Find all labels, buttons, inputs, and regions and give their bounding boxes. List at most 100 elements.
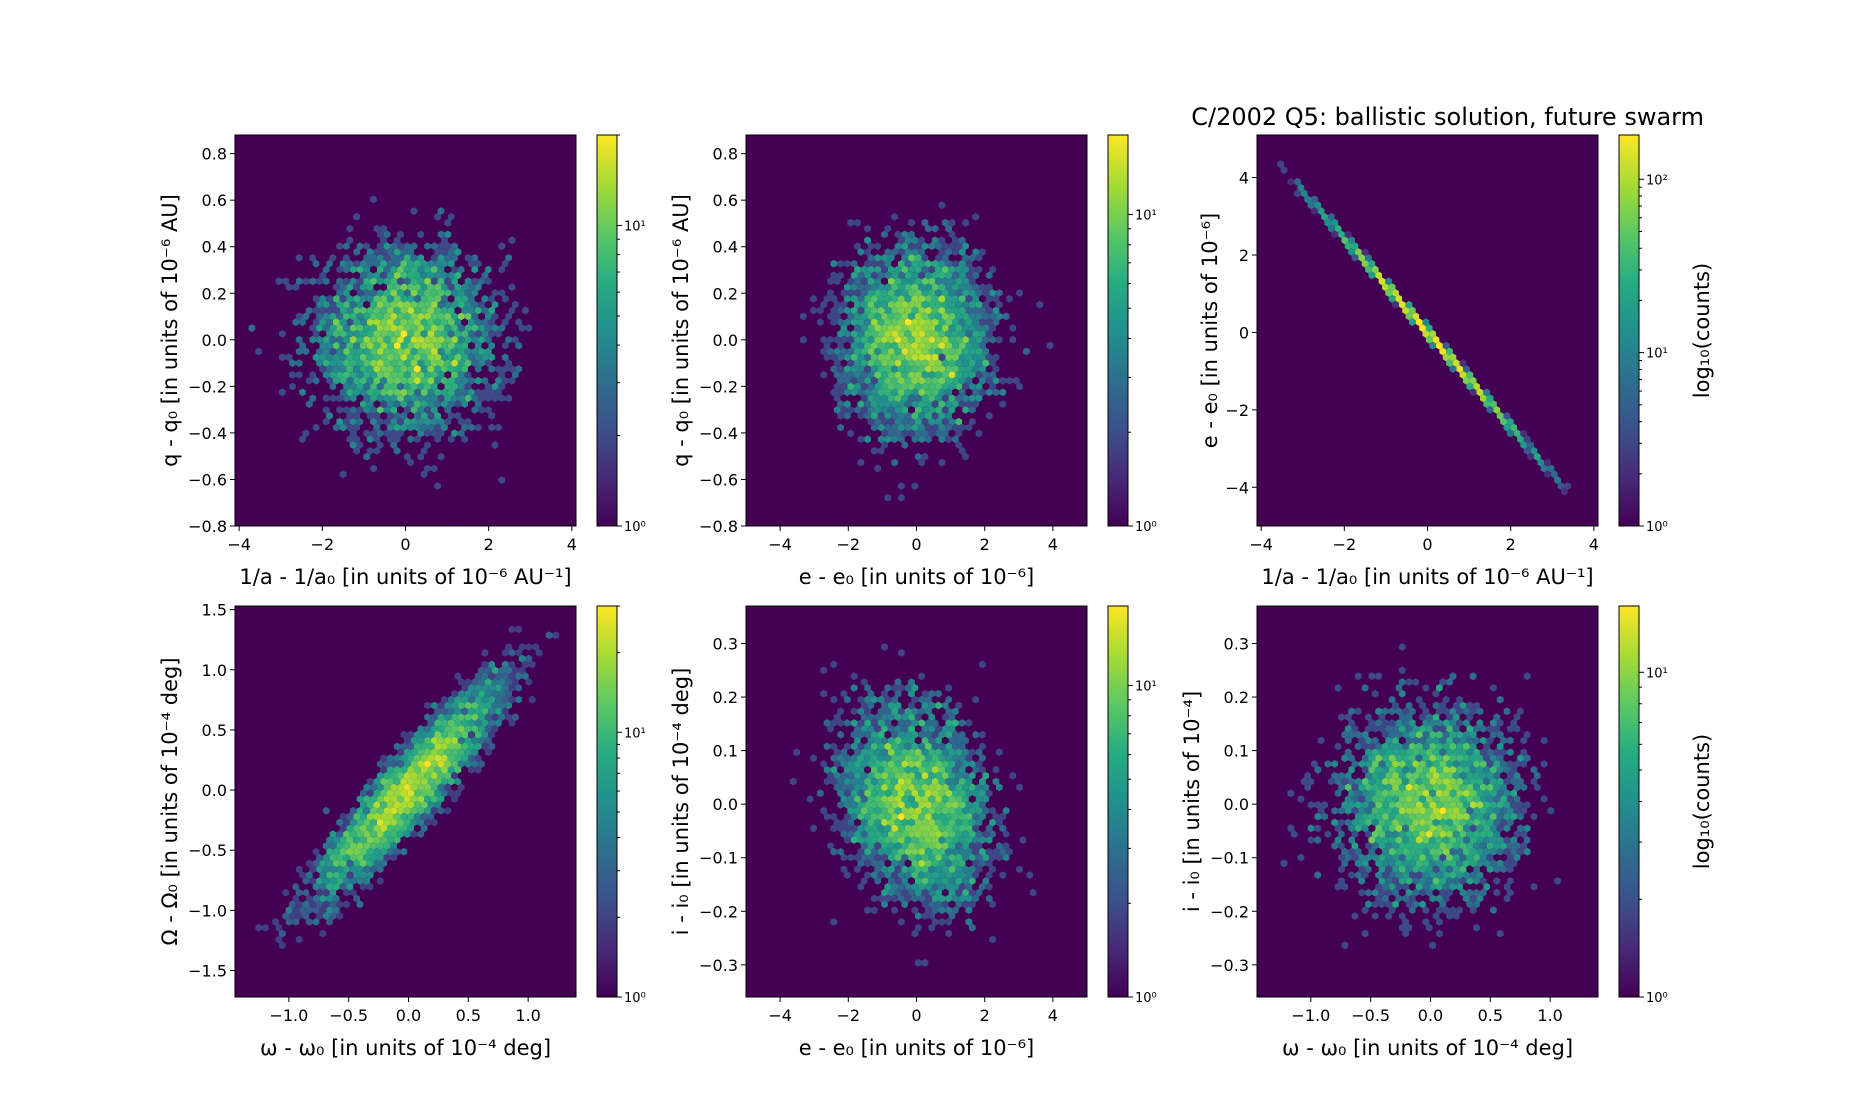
- hexbin-cell: [823, 754, 831, 762]
- hexbin-cell: [938, 871, 946, 879]
- colorbar-label: log₁₀(counts): [1690, 263, 1714, 398]
- hexbin-cell: [867, 417, 875, 426]
- hexbin-cell: [397, 371, 404, 379]
- hexbin-cell: [904, 259, 912, 268]
- hexbin-cell: [958, 801, 966, 809]
- hexbin-cell: [820, 394, 828, 403]
- hexbin-cell: [877, 695, 885, 704]
- hexbin-cell: [945, 423, 952, 432]
- hexbin-cell: [931, 341, 939, 350]
- hexbin-cell: [525, 312, 533, 321]
- hexbin-cell: [474, 365, 482, 373]
- hexbin-cell: [938, 411, 946, 420]
- hexbin-cell: [373, 294, 381, 303]
- hexbin-cell: [505, 748, 512, 757]
- hexbin-cell: [373, 318, 381, 327]
- hexbin-cell: [800, 265, 807, 274]
- hexbin-cell: [1006, 836, 1013, 844]
- hexbin-cell: [935, 818, 942, 827]
- hexbin-cell: [1446, 748, 1453, 757]
- hexbin-cell: [312, 894, 320, 903]
- hexbin-cell: [1260, 836, 1268, 844]
- hexbin-cell: [1019, 836, 1027, 844]
- hexbin-cell: [968, 748, 976, 757]
- hexbin-cell: [877, 224, 885, 233]
- hexbin-cell: [356, 441, 364, 449]
- hexbin-cell: [457, 783, 465, 792]
- hexbin-cell: [968, 371, 976, 379]
- hexbin-cell: [447, 812, 455, 821]
- hexbin-cell: [336, 877, 344, 885]
- hexbin-cell: [871, 871, 878, 879]
- hexbin-cell: [481, 306, 489, 315]
- hexbin-cell: [1016, 289, 1023, 297]
- hexbin-cell: [1365, 900, 1372, 909]
- hexbin-cell: [424, 394, 431, 403]
- hexbin-cell: [955, 958, 963, 967]
- hexbin-cell: [1361, 777, 1369, 786]
- hexbin-cell: [867, 830, 875, 838]
- hexbin-cell: [241, 441, 249, 449]
- hexbin-cell: [948, 394, 956, 403]
- hexbin-cell: [948, 725, 956, 733]
- hexbin-cell: [952, 306, 959, 315]
- hexbin-cell: [343, 207, 350, 215]
- hexbin-cell: [363, 818, 371, 827]
- hexbin-cell: [1019, 283, 1027, 291]
- hexbin-cell: [305, 882, 313, 891]
- hexbin-cell: [329, 312, 337, 321]
- hexbin-cell: [339, 318, 347, 327]
- hexbin-cell: [515, 637, 523, 645]
- hexbin-cell: [420, 801, 428, 809]
- hexbin-cell: [914, 464, 922, 473]
- hexbin-cell: [495, 625, 502, 634]
- hexbin-cell: [309, 888, 317, 897]
- hexbin-cell: [938, 318, 946, 327]
- hexbin-cell: [952, 801, 959, 809]
- y-tick-label: 0.8: [713, 145, 738, 164]
- hexbin-cell: [921, 347, 929, 356]
- hexbin-cell: [471, 487, 479, 496]
- hexbin-cell: [904, 847, 912, 856]
- hexbin-cell: [810, 318, 817, 327]
- hexbin-cell: [901, 452, 909, 461]
- hexbin-cell: [1479, 842, 1487, 850]
- hexbin-cell: [383, 476, 391, 484]
- hexbin-cell: [484, 335, 492, 344]
- hexbin-cell: [360, 330, 367, 338]
- hexbin-cell: [457, 748, 465, 757]
- hexbin-cell: [840, 771, 848, 780]
- hexbin-cell: [312, 918, 320, 926]
- hexbin-cell: [1331, 806, 1339, 815]
- hexbin-cell: [898, 294, 905, 303]
- hexbin-cell: [931, 306, 939, 315]
- hexbin-cell: [1385, 935, 1393, 944]
- hexbin-cell: [346, 248, 354, 256]
- hexbin-cell: [968, 312, 976, 321]
- hexbin-cell: [911, 812, 919, 821]
- hexbin-cell: [1002, 406, 1010, 414]
- hexbin-cell: [376, 277, 384, 286]
- hexbin-cell: [850, 353, 858, 362]
- y-tick-label: −1.5: [188, 962, 227, 981]
- hexbin-cell: [464, 725, 472, 733]
- hexbin-cell: [962, 289, 969, 297]
- hexbin-cell: [968, 242, 976, 250]
- hexbin-cell: [999, 847, 1007, 856]
- hexbin-cell: [904, 730, 912, 739]
- hexbin-cell: [941, 947, 949, 955]
- hexbin-cell: [840, 760, 848, 768]
- hexbin-cell: [437, 242, 445, 250]
- hexbin-cell: [1419, 324, 1426, 332]
- hexbin-cell: [837, 742, 844, 751]
- hexbin-cell: [410, 417, 418, 426]
- hexbin-cell: [887, 783, 895, 792]
- hexbin-cell: [363, 300, 371, 309]
- hexbin-cell: [918, 423, 925, 432]
- hexbin-cell: [1409, 801, 1416, 809]
- colorbar-tick-label: 10⁰: [1135, 991, 1157, 1006]
- hexbin-cell: [894, 654, 902, 663]
- hexbin-cell: [322, 842, 330, 850]
- hexbin-cell: [877, 353, 885, 362]
- hexbin-cell: [871, 376, 878, 385]
